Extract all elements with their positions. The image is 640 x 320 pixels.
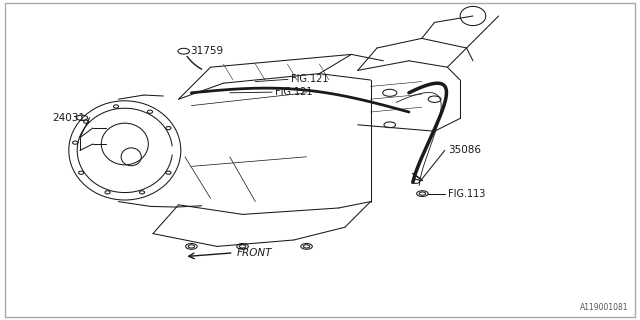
Text: 24031: 24031 [52,113,86,123]
Text: A119001081: A119001081 [580,303,628,312]
Text: 35086: 35086 [448,145,481,155]
Text: FIG.121: FIG.121 [275,87,313,97]
Text: 31759: 31759 [190,46,223,56]
Text: FIG.121: FIG.121 [291,74,329,84]
Text: FIG.113: FIG.113 [448,189,485,199]
Text: FRONT: FRONT [237,248,272,259]
